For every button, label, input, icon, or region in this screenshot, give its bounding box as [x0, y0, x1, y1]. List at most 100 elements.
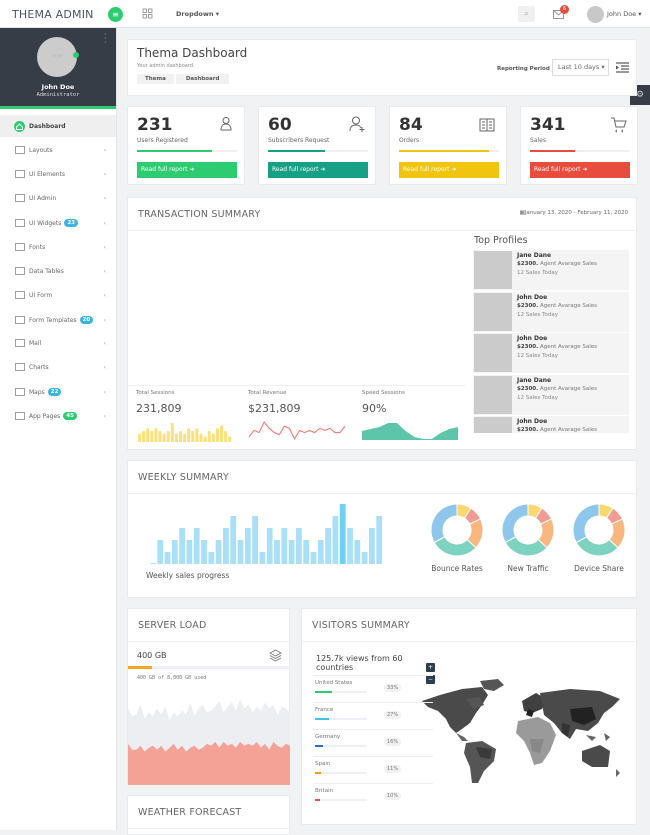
sidebar-item-maps[interactable]: Maps 22 ‹ [0, 381, 116, 403]
sidebar-item-dashboard[interactable]: Dashboard [0, 115, 116, 137]
map-zoom-out-button[interactable]: − [426, 675, 435, 684]
profile-amount: $2300. [517, 427, 539, 433]
weekly-bar [361, 552, 368, 564]
chevron-left-icon: ‹ [103, 243, 106, 251]
more-options-icon[interactable]: · · · [104, 30, 107, 47]
button-label: Read full report [272, 166, 319, 173]
page-header: Thema Dashboard Your admin dashboard. Th… [127, 39, 637, 96]
read-full-report-button[interactable]: Read full report ➜ [399, 162, 499, 178]
donut-device-share [572, 503, 626, 557]
arrow-circle-icon: ➜ [449, 166, 457, 173]
server-load-title: SERVER LOAD [138, 620, 207, 631]
search-button[interactable]: ⌕ [518, 6, 535, 22]
user-avatar[interactable] [587, 6, 604, 23]
user-menu[interactable]: John Doe ▾ [607, 10, 642, 18]
south-america [464, 741, 496, 783]
edit-icon [14, 242, 25, 252]
read-full-report-button[interactable]: Read full report ➜ [530, 162, 630, 178]
sidebar-item-app-pages[interactable]: App Pages 45 ‹ [0, 405, 116, 427]
read-full-report-button[interactable]: Read full report ➜ [268, 162, 368, 178]
sidebar-item-layouts[interactable]: Layouts ‹ [0, 139, 116, 161]
reporting-period-select[interactable]: Last 10 days ▾ [552, 59, 609, 76]
weekly-bar [376, 516, 383, 564]
profile-sales: $2300. Agent Avarage Sales [517, 344, 597, 350]
country-name: France [315, 707, 334, 713]
sidebar-item-ui-form[interactable]: UI Form ‹ [0, 284, 116, 306]
monitor-icon [14, 145, 25, 155]
weather-forecast-card: WEATHER FORECAST [127, 795, 290, 835]
profile-image [474, 417, 512, 433]
read-full-report-button[interactable]: Read full report ➜ [137, 162, 237, 178]
revenue-line [248, 420, 346, 441]
donut-label: Bounce Rates [431, 564, 483, 573]
book-icon [479, 118, 495, 132]
sidebar-item-charts[interactable]: Charts ‹ [0, 356, 116, 378]
bookmark-icon [14, 218, 25, 228]
server-load-card: SERVER LOAD 400 GB 400 GB of 8,000 GB us… [127, 608, 290, 785]
stat-card-subscribers-request: 60 Subscribers Request Read full report ➜ [258, 106, 376, 185]
metric-label: Speed Sessions [362, 390, 405, 396]
map-zoom-in-button[interactable]: + [426, 663, 435, 672]
layers-icon [269, 649, 282, 662]
sessions-bar [179, 431, 182, 442]
server-used-text: 400 GB of 8,000 GB used [137, 675, 207, 681]
donut-label: New Traffic [507, 564, 549, 573]
stat-progress-bar [399, 150, 499, 152]
sidebar-item-ui-elements[interactable]: UI Elements ‹ [0, 163, 116, 185]
profile-list-item[interactable]: Jane Dane $2300. Agent Avarage Sales 12 Sa… [473, 375, 629, 415]
cube-icon [14, 411, 25, 421]
app-logo[interactable]: THEMA ADMIN [12, 8, 94, 21]
dropdown-menu[interactable]: Dropdown ▾ [176, 10, 220, 18]
server-load-value: 400 GB [137, 651, 167, 660]
stat-progress-bar [268, 150, 368, 152]
weekly-bar [325, 528, 331, 564]
apps-grid-icon[interactable] [142, 8, 153, 19]
metric-value: 231,809 [136, 402, 182, 415]
chevron-left-icon: ‹ [103, 388, 106, 396]
weekly-bar [223, 528, 229, 564]
sidebar-item-label: Layouts [29, 146, 53, 154]
menu-toggle-button[interactable]: ≡ [108, 7, 123, 22]
chevron-left-icon: ‹ [103, 267, 106, 275]
sidebar-profile: ??:?? · · · John Doe Administrator [0, 28, 116, 109]
world-map[interactable] [420, 679, 630, 787]
sidebar-item-fonts[interactable]: Fonts ‹ [0, 236, 116, 258]
weekly-bar [230, 516, 237, 564]
profile-list-item[interactable]: Jane Dane $2300. Agent Avarage Sales 12 Sa… [473, 250, 629, 290]
profile-role: Administrator [36, 92, 80, 98]
weekly-bar [339, 504, 346, 564]
sessions-bar [224, 431, 228, 442]
menu-indent-icon[interactable] [616, 62, 629, 73]
sidebar-item-ui-admin[interactable]: UI Admin ‹ [0, 187, 116, 209]
sidebar-item-label: UI Admin [29, 194, 57, 202]
sidebar-item-mail[interactable]: Mail ‹ [0, 332, 116, 354]
chevron-left-icon: ‹ [103, 194, 106, 202]
breadcrumb-item-thema[interactable]: Thema [137, 74, 174, 84]
chevron-left-icon: ‹ [103, 219, 106, 227]
weekly-bar [347, 528, 353, 564]
button-label: Read full report [534, 166, 581, 173]
sidebar-item-form-templates[interactable]: Form Templates 20 ‹ [0, 309, 116, 331]
sidebar-item-data-tables[interactable]: Data Tables ‹ [0, 260, 116, 282]
country-progress-bar [315, 745, 367, 747]
sessions-bar [158, 431, 162, 442]
profile-desc: Agent Avarage Sales [539, 261, 597, 267]
sidebar-item-ui-widgets[interactable]: UI Widgets 23 ‹ [0, 212, 116, 234]
reporting-period-value: Last 10 days [558, 63, 600, 71]
donut-segment [572, 503, 600, 544]
weekly-bar [274, 540, 280, 564]
page-subtitle: Your admin dashboard. [137, 63, 195, 69]
briefcase-icon [14, 169, 25, 179]
sessions-bar [138, 433, 141, 442]
stat-label: Sales [530, 137, 546, 144]
weekly-bar [171, 540, 178, 564]
country-name: Britain [315, 788, 334, 794]
profile-amount: $2300. [517, 386, 539, 392]
country-row-france: France 27% [313, 702, 433, 729]
weekly-bar [252, 516, 258, 564]
date-range[interactable]: ▦January 13, 2020 - February 11, 2020 [520, 210, 628, 216]
server-usage-area [128, 741, 290, 785]
